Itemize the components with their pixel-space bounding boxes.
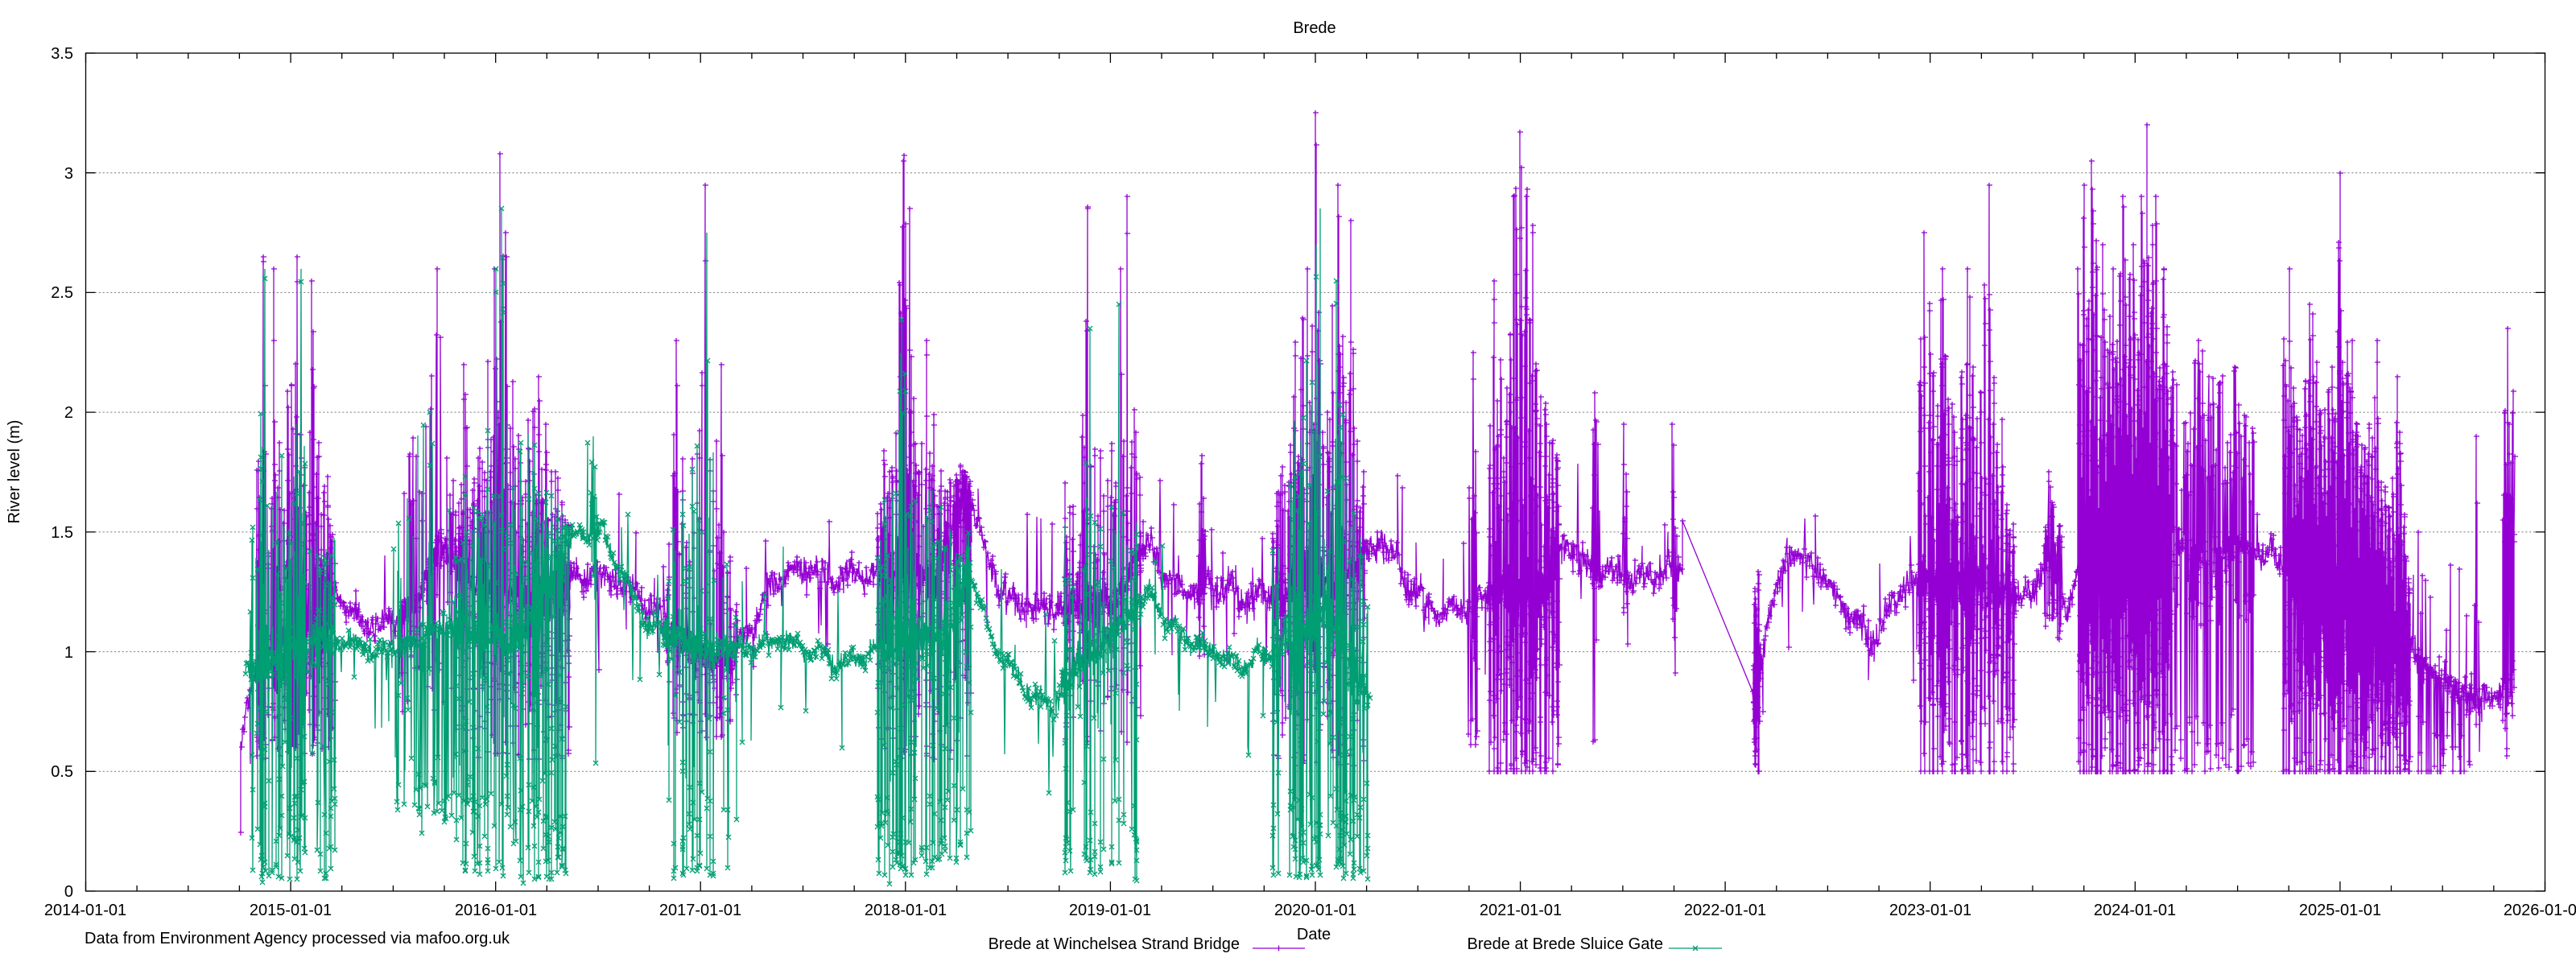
svg-text:Brede at Winchelsea Strand Bri: Brede at Winchelsea Strand Bridge	[989, 935, 1240, 953]
svg-text:3: 3	[64, 165, 73, 183]
svg-text:2016-01-01: 2016-01-01	[455, 902, 537, 919]
svg-text:River level (m): River level (m)	[6, 420, 23, 524]
svg-text:2015-01-01: 2015-01-01	[250, 902, 332, 919]
svg-text:2014-01-01: 2014-01-01	[44, 902, 126, 919]
svg-text:2.5: 2.5	[51, 284, 73, 302]
svg-text:1: 1	[64, 644, 73, 662]
svg-text:0.5: 0.5	[51, 763, 73, 781]
svg-text:3.5: 3.5	[51, 45, 73, 63]
svg-text:2019-01-01: 2019-01-01	[1069, 902, 1151, 919]
svg-text:Brede at Brede Sluice Gate: Brede at Brede Sluice Gate	[1468, 935, 1663, 953]
svg-text:Data from Environment Agency p: Data from Environment Agency processed v…	[85, 930, 510, 947]
svg-text:2022-01-01: 2022-01-01	[1684, 902, 1766, 919]
svg-text:1.5: 1.5	[51, 524, 73, 542]
svg-text:2021-01-01: 2021-01-01	[1480, 902, 1562, 919]
svg-text:2: 2	[64, 404, 73, 422]
svg-text:2024-01-01: 2024-01-01	[2094, 902, 2176, 919]
svg-text:2020-01-01: 2020-01-01	[1274, 902, 1356, 919]
svg-text:0: 0	[64, 883, 73, 901]
svg-text:2023-01-01: 2023-01-01	[1889, 902, 1971, 919]
svg-text:2026-01-01: 2026-01-01	[2504, 902, 2576, 919]
svg-text:Date: Date	[1297, 926, 1331, 943]
svg-text:2018-01-01: 2018-01-01	[865, 902, 947, 919]
svg-text:Brede: Brede	[1293, 19, 1335, 37]
svg-text:2025-01-01: 2025-01-01	[2299, 902, 2381, 919]
svg-text:2017-01-01: 2017-01-01	[659, 902, 741, 919]
